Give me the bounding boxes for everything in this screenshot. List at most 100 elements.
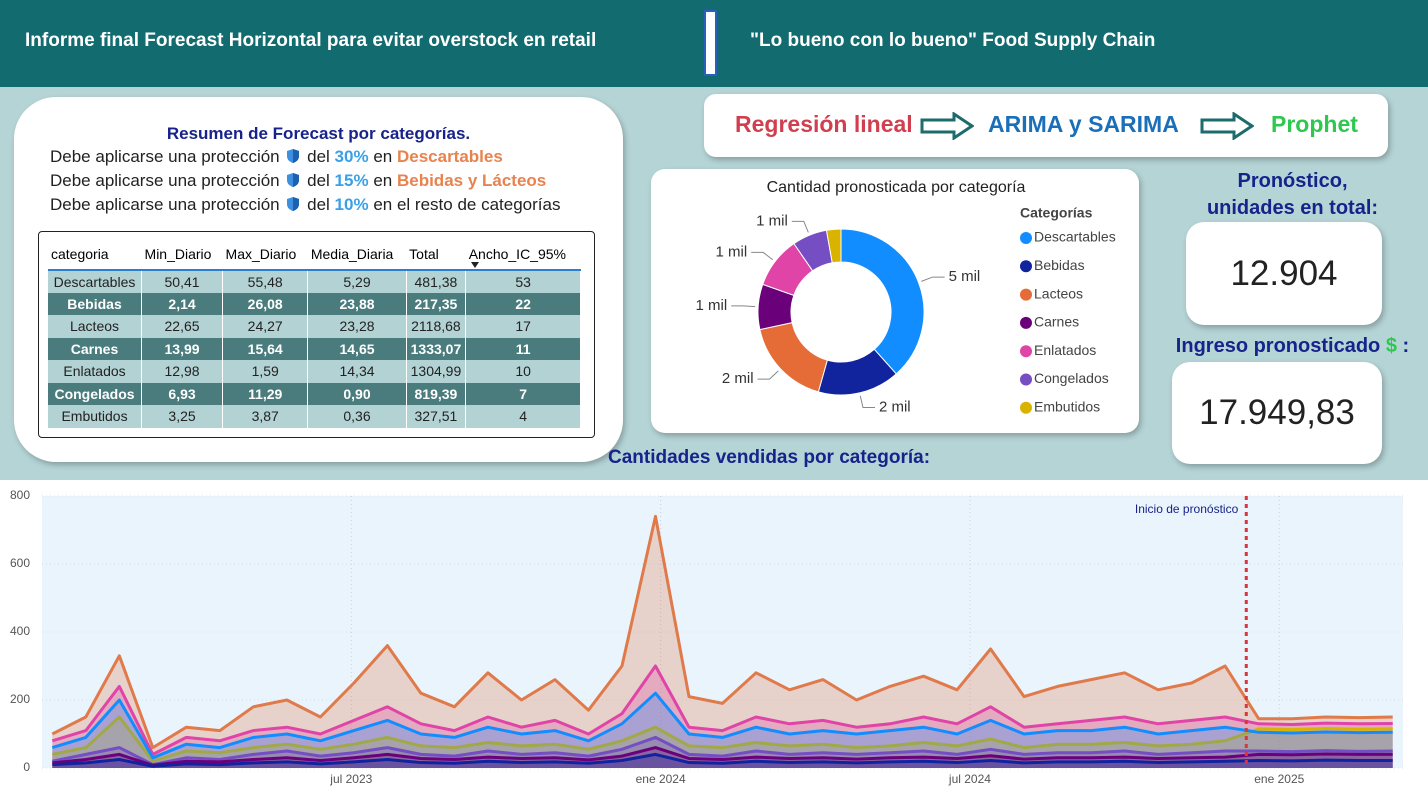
table-cell: 23,28 bbox=[307, 315, 407, 338]
summary-line: Debe aplicarse una protección del 10% en… bbox=[50, 195, 560, 215]
legend-marker bbox=[1020, 316, 1032, 329]
table-cell: Embutidos bbox=[48, 405, 143, 428]
column-header: categoria bbox=[48, 238, 142, 271]
table-row: Embutidos 3,25 3,87 0,36 327,51 4 bbox=[48, 405, 581, 428]
table-cell: 50,41 bbox=[141, 270, 224, 293]
header-title: Informe final Forecast Horizontal para e… bbox=[25, 30, 597, 51]
table-cell: 3,25 bbox=[141, 405, 224, 428]
column-header: Min_Diario bbox=[141, 238, 223, 271]
shield-icon bbox=[287, 197, 300, 211]
target: Bebidas y Lácteos bbox=[396, 171, 547, 190]
table-cell: 11,29 bbox=[222, 382, 309, 405]
legend-label: Carnes bbox=[1034, 314, 1079, 330]
method: Prophet bbox=[1271, 111, 1358, 137]
kpi-card: 12.904 bbox=[1186, 222, 1382, 325]
legend-marker bbox=[1020, 288, 1032, 301]
text: del bbox=[307, 171, 330, 190]
text: en bbox=[373, 171, 393, 190]
table-cell: 2118,68 bbox=[406, 315, 467, 338]
legend-title: Categorías bbox=[1020, 205, 1093, 221]
table-cell: 10 bbox=[465, 360, 581, 383]
shield-icon bbox=[287, 173, 300, 187]
table-cell: 12,98 bbox=[141, 360, 224, 383]
data-label: 5 mil bbox=[949, 268, 981, 285]
text: Debe aplicarse una protección bbox=[50, 147, 280, 166]
divider bbox=[704, 10, 717, 76]
leader-line bbox=[921, 276, 945, 282]
percent: 30% bbox=[334, 147, 369, 166]
leader-line bbox=[859, 395, 875, 409]
text: : bbox=[1402, 335, 1410, 357]
table-cell: 6,93 bbox=[141, 382, 224, 405]
area-fill bbox=[52, 516, 1393, 768]
table-cell: 0,36 bbox=[307, 405, 407, 428]
table-cell: 1333,07 bbox=[406, 337, 467, 360]
shield-icon bbox=[287, 149, 300, 163]
area-fill bbox=[52, 693, 1393, 768]
arrow bbox=[920, 112, 974, 140]
data-label: 1 mil bbox=[756, 212, 788, 229]
table-cell: 24,27 bbox=[222, 315, 309, 338]
table-cell: 481,38 bbox=[406, 270, 467, 293]
x-tick-label: jul 2023 bbox=[329, 772, 372, 786]
area-fill bbox=[52, 754, 1393, 768]
table-cell: Enlatados bbox=[48, 360, 143, 383]
table-cell: 11 bbox=[465, 337, 581, 360]
column-header: Media_Diaria bbox=[307, 238, 407, 271]
table-cell: 7 bbox=[465, 382, 581, 405]
text: en bbox=[373, 195, 393, 214]
table-cell: 3,87 bbox=[222, 405, 309, 428]
table-cell: Descartables bbox=[48, 270, 143, 293]
summary-line: Debe aplicarse una protección del 15% en… bbox=[50, 171, 546, 191]
series-line bbox=[52, 715, 1393, 763]
table-cell: 13,99 bbox=[141, 337, 224, 360]
series-line bbox=[51, 664, 1393, 756]
table-row: Lacteos 22,65 24,27 23,28 2118,68 17 bbox=[48, 315, 581, 338]
kpi-value: 12.904 bbox=[1230, 254, 1338, 293]
donut-slice bbox=[825, 228, 842, 264]
kpi-value: 17.949,83 bbox=[1199, 393, 1355, 432]
target: Descartables bbox=[396, 147, 503, 166]
y-tick-label: 400 bbox=[10, 624, 30, 638]
percent: 15% bbox=[334, 171, 369, 190]
data-label: 1 mil bbox=[716, 243, 748, 260]
y-tick-label: 200 bbox=[10, 692, 30, 706]
column-header: Max_Diario bbox=[222, 238, 308, 271]
leader-line bbox=[731, 305, 756, 308]
table-row: Bebidas 2,14 26,08 23,88 217,35 22 bbox=[48, 292, 581, 315]
legend-marker bbox=[1020, 260, 1032, 273]
table-box: categoria Min_Diario Max_Diario Media_Diari… bbox=[38, 231, 595, 438]
text: del bbox=[307, 147, 330, 166]
series-line bbox=[51, 514, 1393, 750]
column-header: Total bbox=[406, 238, 466, 271]
table-cell: 1,59 bbox=[222, 360, 309, 383]
table-cell: 26,08 bbox=[222, 292, 309, 315]
y-tick-label: 600 bbox=[10, 556, 30, 570]
table-row: Congelados 6,93 11,29 0,90 819,39 7 bbox=[48, 382, 581, 405]
table-cell: 2,14 bbox=[141, 292, 224, 315]
text: Debe aplicarse una protección bbox=[50, 195, 280, 214]
text: Debe aplicarse una protección bbox=[50, 171, 280, 190]
table-cell: 217,35 bbox=[406, 292, 467, 315]
table-row: Descartables 50,41 55,48 5,29 481,38 53 bbox=[48, 270, 581, 293]
table-cell: 17 bbox=[465, 315, 581, 338]
donut-slice bbox=[840, 228, 925, 375]
legend-label: Bebidas bbox=[1034, 257, 1085, 273]
table-cell: 4 bbox=[465, 405, 581, 428]
leader-line bbox=[757, 370, 779, 380]
table-cell: 1304,99 bbox=[406, 360, 467, 383]
legend-label: Congelados bbox=[1034, 370, 1109, 386]
table-cell: 22,65 bbox=[141, 315, 224, 338]
method: ARIMA y SARIMA bbox=[988, 111, 1179, 137]
legend-marker bbox=[1020, 401, 1032, 414]
table-cell: 327,51 bbox=[406, 405, 467, 428]
legend-label: Embutidos bbox=[1034, 399, 1100, 415]
text: del bbox=[307, 195, 330, 214]
table-cell: 14,34 bbox=[307, 360, 407, 383]
table-cell: 15,64 bbox=[222, 337, 309, 360]
kpi-card: 17.949,83 bbox=[1172, 362, 1382, 464]
series-line bbox=[52, 752, 1393, 768]
data-label: 2 mil bbox=[722, 370, 754, 387]
table-cell: 53 bbox=[465, 270, 581, 293]
summary-title: Resumen de Forecast por categorías. bbox=[166, 124, 471, 143]
